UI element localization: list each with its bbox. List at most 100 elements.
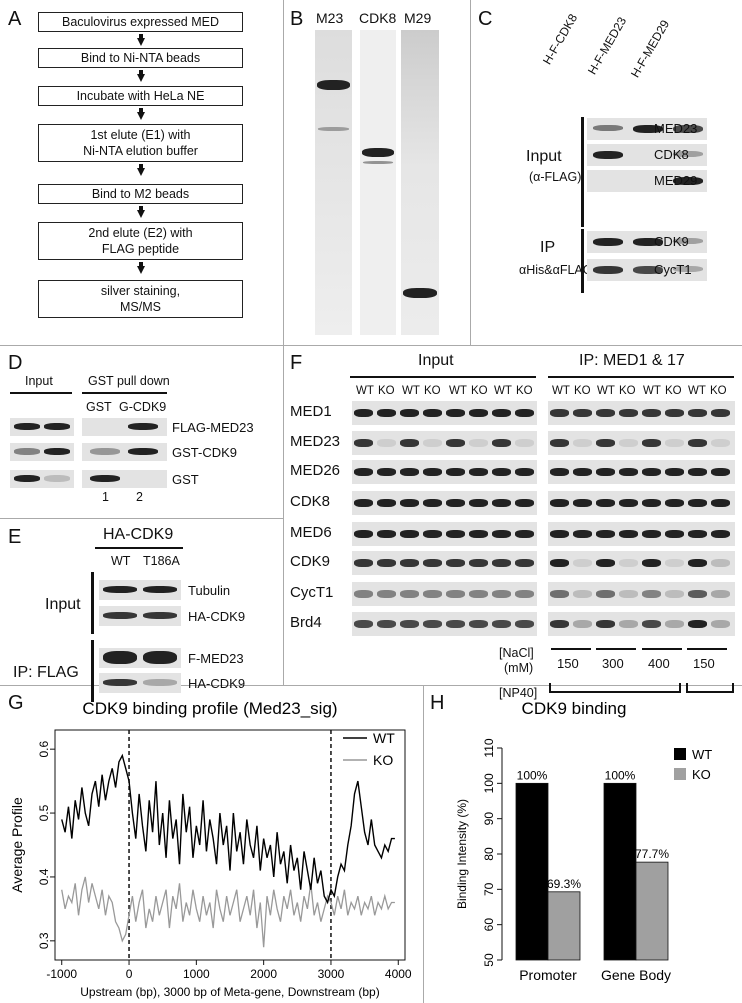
line-chart: CDK9 binding profile (Med23_sig) -1000 0 10…: [9, 699, 412, 999]
flow-step: 2nd elute (E2) with FLAG peptide: [38, 222, 243, 260]
lane-label: WT: [597, 385, 615, 397]
y-tick-label: 0.3: [37, 932, 51, 949]
blot-band: [673, 238, 703, 244]
lane-label: KO: [516, 385, 533, 397]
flow-arrow: [137, 38, 145, 46]
blot-band: [550, 590, 569, 598]
blot-band: [103, 586, 137, 593]
blot-row-label: MED29: [654, 173, 698, 188]
blot-strip: [99, 648, 181, 668]
blot-row-label: MED6: [290, 524, 332, 541]
bar-wt: [515, 782, 549, 961]
blot-strip: [548, 582, 735, 606]
bar-ko: [547, 891, 581, 961]
blot-row-label: MED1: [290, 403, 332, 420]
blot-strip: [587, 170, 707, 192]
col-label: H-F-CDK8: [540, 11, 581, 67]
lane-label: WT: [552, 385, 570, 397]
blot-band: [619, 559, 638, 567]
lane-label-cdk8: CDK8: [359, 10, 397, 26]
blot-band: [688, 590, 707, 598]
lane-label: KO: [710, 385, 727, 397]
blot-band: [90, 448, 120, 455]
blot-strip: [352, 401, 537, 425]
plot-frame: [54, 729, 406, 961]
x-axis-label: Upstream (bp), 3000 bp of Meta-gene, Dow…: [80, 985, 379, 999]
x-tick-label: 0: [126, 967, 133, 981]
legend-label: KO: [692, 767, 711, 782]
divider-de: [0, 518, 283, 519]
blot-band: [711, 590, 730, 598]
blot-strip: [10, 443, 74, 461]
blot-row-label: FLAG-MED23: [172, 420, 254, 435]
blot-row-label: GST-CDK9: [172, 445, 238, 460]
salt-line: [687, 648, 727, 650]
gel-band: [317, 80, 350, 90]
blot-band: [673, 125, 703, 133]
blot-band: [354, 499, 373, 507]
e-wt: WT: [111, 554, 131, 568]
blot-strip: [587, 259, 707, 281]
blot-band: [619, 409, 638, 417]
blot-band: [400, 530, 419, 538]
blot-band: [619, 530, 638, 538]
blot-band: [688, 559, 707, 567]
blot-band: [103, 651, 137, 664]
blot-band: [400, 499, 419, 507]
blot-band: [665, 620, 684, 628]
blot-band: [492, 620, 511, 628]
blot-band: [550, 620, 569, 628]
flow-arrow: [137, 168, 145, 176]
blot-band: [711, 559, 730, 567]
chart-title: CDK9 binding profile (Med23_sig): [82, 699, 337, 718]
blot-band: [90, 475, 120, 482]
lane-label: KO: [471, 385, 488, 397]
blot-strip: [548, 401, 735, 425]
blot-strip: [82, 470, 167, 488]
salt-line: [642, 648, 682, 650]
legend-label: WT: [373, 730, 395, 746]
blot-band: [642, 499, 661, 507]
blot-band: [596, 620, 615, 628]
blot-band: [665, 499, 684, 507]
blot-band: [596, 409, 615, 417]
ip-label: IP: [540, 239, 556, 256]
divider-col-de: [283, 345, 284, 685]
flow-arrow: [139, 206, 143, 211]
d-input: Input: [25, 374, 53, 388]
blot-strip: [548, 491, 735, 515]
x-tick-label: 3000: [318, 967, 345, 981]
np40-bracket: [686, 683, 734, 693]
blot-band: [573, 499, 592, 507]
blot-band: [515, 559, 534, 567]
blot-band: [400, 620, 419, 628]
legend-label: WT: [692, 747, 712, 762]
blot-band: [619, 590, 638, 598]
blot-band: [446, 559, 465, 567]
flow-arrow: [137, 74, 145, 82]
blot-band: [633, 125, 663, 133]
series-line-wt: [61, 753, 395, 905]
gel-band: [403, 288, 437, 298]
blot-band: [688, 499, 707, 507]
blot-band: [469, 409, 488, 417]
blot-band: [515, 590, 534, 598]
flow-arrow: [139, 108, 143, 113]
blot-band: [377, 439, 396, 447]
flow-arrow: [139, 70, 143, 75]
panel-label-d: D: [8, 352, 23, 374]
flow-step: Incubate with HeLa NE: [38, 86, 243, 106]
blot-band: [642, 439, 661, 447]
lane-label: WT: [643, 385, 661, 397]
bar-wt: [603, 782, 637, 961]
blot-band: [492, 439, 511, 447]
lane-label: KO: [619, 385, 636, 397]
blot-band: [44, 475, 70, 482]
blot-band: [515, 620, 534, 628]
col-label: H-F-MED29: [628, 17, 673, 80]
bracket-input: [581, 117, 584, 227]
f-input-line: [350, 376, 536, 378]
lane-label-m29: M29: [404, 10, 432, 26]
blot-band: [377, 559, 396, 567]
flow-step: Baculovirus expressed MED: [38, 12, 243, 32]
